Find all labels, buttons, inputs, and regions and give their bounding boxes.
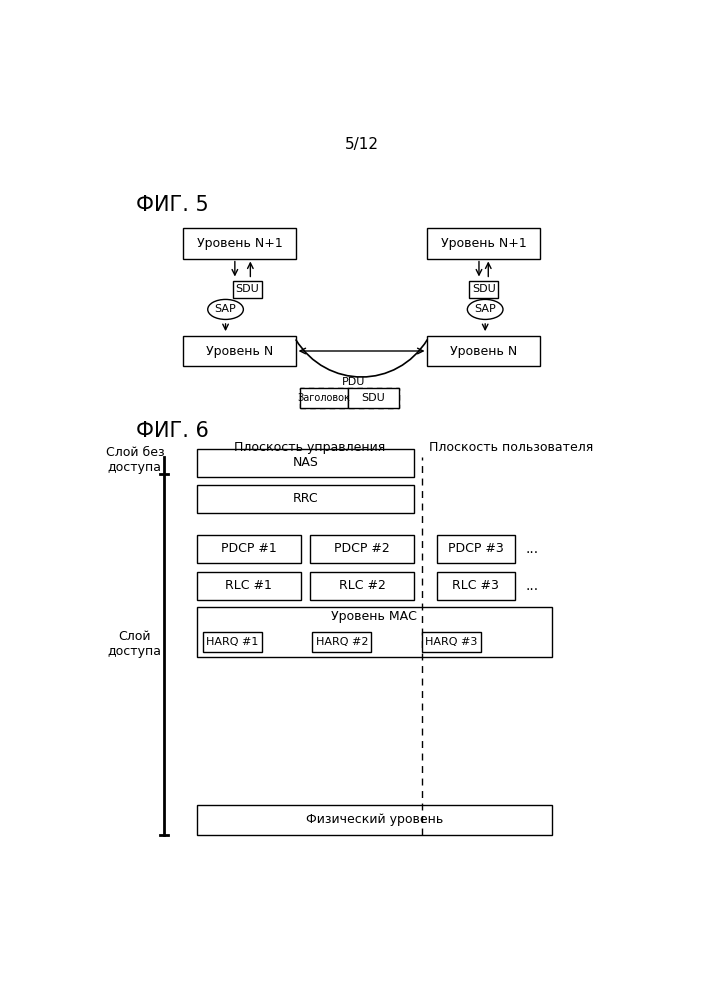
FancyBboxPatch shape (437, 535, 515, 563)
Text: PDCP #2: PDCP #2 (334, 542, 390, 555)
FancyBboxPatch shape (197, 805, 552, 835)
Text: RLC #2: RLC #2 (339, 579, 385, 592)
Text: HARQ #2: HARQ #2 (315, 637, 368, 647)
FancyBboxPatch shape (197, 607, 552, 657)
Text: RRC: RRC (293, 492, 318, 505)
FancyBboxPatch shape (428, 228, 540, 259)
Ellipse shape (467, 299, 503, 319)
Text: Уровень N+1: Уровень N+1 (197, 237, 282, 250)
FancyBboxPatch shape (348, 388, 399, 408)
FancyBboxPatch shape (183, 336, 296, 366)
FancyBboxPatch shape (197, 485, 414, 513)
Text: 5/12: 5/12 (345, 137, 379, 152)
Text: Слой
доступа: Слой доступа (108, 630, 162, 658)
Text: HARQ #1: HARQ #1 (206, 637, 259, 647)
Text: Плоскость управления: Плоскость управления (233, 441, 385, 454)
Text: PDU: PDU (342, 377, 366, 387)
Text: ФИГ. 5: ФИГ. 5 (136, 195, 209, 215)
FancyBboxPatch shape (233, 281, 262, 298)
Text: Плоскость пользователя: Плоскость пользователя (428, 441, 593, 454)
Text: SAP: SAP (474, 304, 496, 314)
Text: Уровень N: Уровень N (450, 344, 518, 358)
FancyBboxPatch shape (310, 535, 414, 563)
FancyBboxPatch shape (197, 572, 300, 600)
FancyBboxPatch shape (469, 281, 498, 298)
Text: Уровень N: Уровень N (206, 344, 273, 358)
FancyBboxPatch shape (310, 572, 414, 600)
Text: SDU: SDU (361, 393, 385, 403)
Text: Слой без
доступа: Слой без доступа (105, 446, 164, 474)
Text: RLC #1: RLC #1 (226, 579, 272, 592)
FancyBboxPatch shape (300, 388, 399, 408)
Text: SDU: SDU (472, 284, 496, 294)
Text: SDU: SDU (235, 284, 259, 294)
FancyBboxPatch shape (197, 449, 414, 477)
FancyBboxPatch shape (203, 632, 262, 652)
Text: ...: ... (525, 542, 538, 556)
Text: Уровень N+1: Уровень N+1 (440, 237, 527, 250)
Text: ФИГ. 6: ФИГ. 6 (136, 421, 209, 441)
FancyBboxPatch shape (428, 336, 540, 366)
Text: NAS: NAS (293, 456, 318, 469)
Text: HARQ #3: HARQ #3 (425, 637, 477, 647)
FancyBboxPatch shape (421, 632, 481, 652)
FancyBboxPatch shape (183, 228, 296, 259)
Text: PDCP #3: PDCP #3 (448, 542, 504, 555)
Text: ...: ... (525, 579, 538, 593)
FancyBboxPatch shape (300, 388, 348, 408)
FancyBboxPatch shape (197, 535, 300, 563)
Text: Физический уровень: Физический уровень (305, 813, 443, 826)
Text: Заголовок: Заголовок (297, 393, 350, 403)
Text: RLC #3: RLC #3 (452, 579, 499, 592)
FancyBboxPatch shape (437, 572, 515, 600)
Text: SAP: SAP (215, 304, 236, 314)
Ellipse shape (208, 299, 243, 319)
FancyBboxPatch shape (312, 632, 371, 652)
Text: PDCP #1: PDCP #1 (221, 542, 276, 555)
Text: Уровень МАС: Уровень МАС (332, 610, 417, 623)
